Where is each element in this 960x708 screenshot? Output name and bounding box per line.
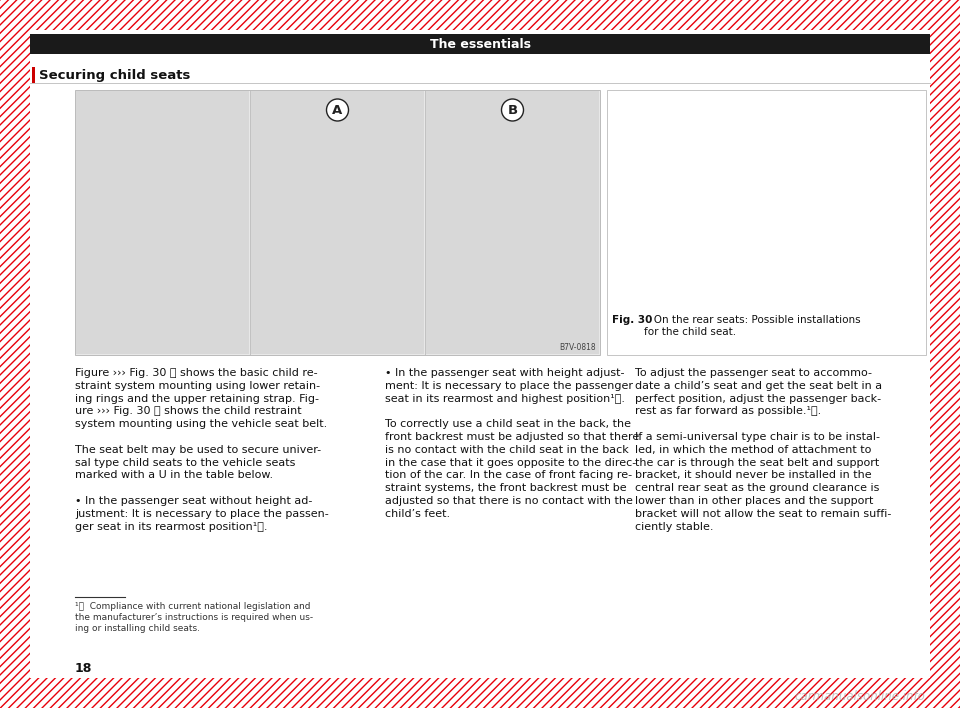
Bar — [607, 90, 926, 355]
Text: • In the passenger seat with height adjust-
ment: It is necessary to place the p: • In the passenger seat with height adju… — [385, 368, 639, 519]
Text: B: B — [508, 103, 517, 117]
Text: A: A — [332, 103, 343, 117]
Circle shape — [501, 99, 523, 121]
Bar — [30, 34, 930, 54]
Text: Figure ››› Fig. 30 Ⓐ shows the basic child re-
straint system mounting using low: Figure ››› Fig. 30 Ⓐ shows the basic chi… — [75, 368, 328, 532]
Bar — [0, 0, 960, 30]
Text: ¹⦾  Compliance with current national legislation and
the manufacturer’s instruct: ¹⦾ Compliance with current national legi… — [75, 602, 313, 633]
Text: Fig. 30: Fig. 30 — [612, 315, 653, 325]
Text: Securing child seats: Securing child seats — [39, 69, 190, 81]
Text: On the rear seats: Possible installations
for the child seat.: On the rear seats: Possible installation… — [644, 315, 860, 336]
Circle shape — [326, 99, 348, 121]
Bar — [75, 90, 600, 355]
Text: carmanualsonline.info: carmanualsonline.info — [794, 690, 925, 702]
Bar — [930, 0, 960, 708]
Bar — [76, 91, 249, 354]
Text: 18: 18 — [75, 661, 92, 675]
Bar — [251, 91, 424, 354]
Bar — [0, 678, 960, 708]
Bar — [32, 67, 35, 83]
Text: To adjust the passenger seat to accommo-
date a child’s seat and get the seat be: To adjust the passenger seat to accommo-… — [635, 368, 892, 532]
Text: The essentials: The essentials — [429, 38, 531, 50]
Bar — [426, 91, 599, 354]
Text: B7V-0818: B7V-0818 — [560, 343, 596, 352]
Bar — [0, 0, 30, 708]
